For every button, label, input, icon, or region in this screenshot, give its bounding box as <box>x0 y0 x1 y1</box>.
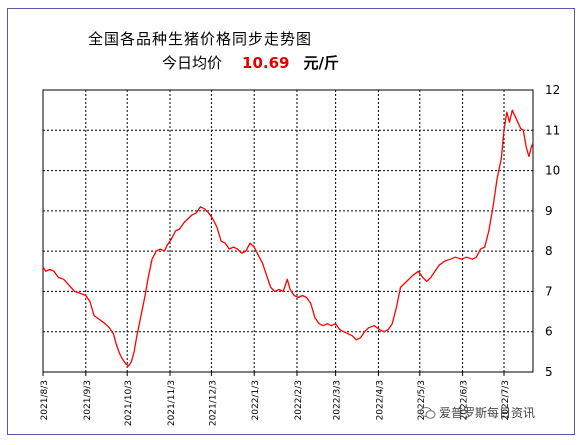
x-tick-label: 2022/1/3 <box>251 380 261 420</box>
watermark-text: 爱普罗斯每日资讯 <box>439 406 536 420</box>
x-tick-label: 2021/12/3 <box>208 380 218 426</box>
y-tick-label: 5 <box>545 365 553 379</box>
chart-frame <box>7 8 575 435</box>
x-tick-labels: 2021/8/3 2021/9/3 2021/10/3 2021/11/3 2021/1… <box>40 380 511 426</box>
y-tick-label: 9 <box>545 204 553 218</box>
chart-title: 全国各品种生猪价格同步走势图 <box>87 30 312 48</box>
x-tick-label: 2022/5/3 <box>417 380 427 420</box>
y-tick-label: 12 <box>545 83 560 97</box>
plot-area-border <box>42 89 534 373</box>
x-tick-label: 2022/7/3 <box>501 380 511 420</box>
series-layer <box>42 109 534 367</box>
average-price-value: 10.69 <box>242 54 290 72</box>
x-tick-label: 2021/10/3 <box>124 380 134 426</box>
y-tick-labels: 5 6 7 8 9 10 11 12 <box>545 83 560 379</box>
x-tick-label: 2022/3/3 <box>333 380 343 420</box>
x-tick-label: 2021/11/3 <box>167 380 177 426</box>
wechat-icon <box>420 406 436 419</box>
y-tick-label: 6 <box>545 325 553 339</box>
price-line-series-0 <box>42 109 534 367</box>
x-tick-label: 2021/9/3 <box>83 380 93 420</box>
y-tick-label: 8 <box>545 244 553 258</box>
x-tick-label: 2022/2/3 <box>294 380 304 420</box>
y-tick-label: 11 <box>545 123 560 137</box>
x-tick-label: 2022/4/3 <box>375 380 385 420</box>
average-price-unit: 元/斤 <box>303 54 339 72</box>
watermark: 爱普罗斯每日资讯 <box>420 404 535 421</box>
y-tick-label: 10 <box>545 164 560 178</box>
average-price-label: 今日均价 <box>162 54 223 72</box>
x-tick-label: 2021/8/3 <box>40 380 50 420</box>
chart-subtitle: 今日均价 10.69 元/斤 <box>162 52 339 73</box>
y-tick-label: 7 <box>545 284 553 298</box>
x-tick-label: 2022/6/3 <box>460 380 470 420</box>
grid-lines <box>42 90 533 376</box>
